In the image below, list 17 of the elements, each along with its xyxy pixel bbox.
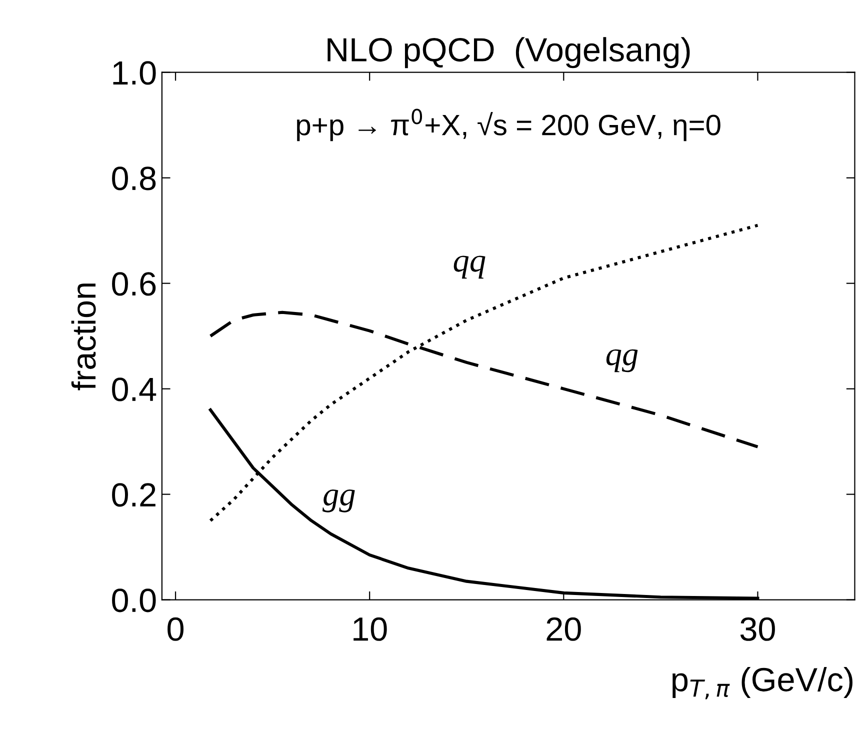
x-tick-label: 10 bbox=[354, 617, 387, 641]
y-tick-label: 0.8 bbox=[112, 166, 156, 190]
annotation: p+p → π$^{0}$+X, √s = 200 GeV, η=0 bbox=[297, 108, 720, 142]
y-tick-label: 0.6 bbox=[112, 272, 156, 296]
series-label: gg bbox=[322, 490, 355, 512]
series-label: qg bbox=[606, 349, 638, 372]
y-axis-title: fraction bbox=[71, 284, 96, 390]
chart-title: NLO pQCD (Vogelsang) bbox=[328, 37, 690, 68]
y-tick-label: 0.4 bbox=[112, 378, 156, 402]
y-tick-label: 0.2 bbox=[112, 483, 156, 507]
x-tick-label: 20 bbox=[546, 617, 581, 641]
y-tick-label: 0.0 bbox=[112, 588, 156, 612]
x-tick-label: 30 bbox=[740, 617, 775, 641]
x-tick-label: 0 bbox=[168, 617, 184, 641]
x-axis-title: p$_{T,π}$ (GeV/c) bbox=[672, 666, 852, 700]
series-label: qq bbox=[454, 256, 486, 279]
y-tick-label: 1.0 bbox=[113, 61, 156, 85]
